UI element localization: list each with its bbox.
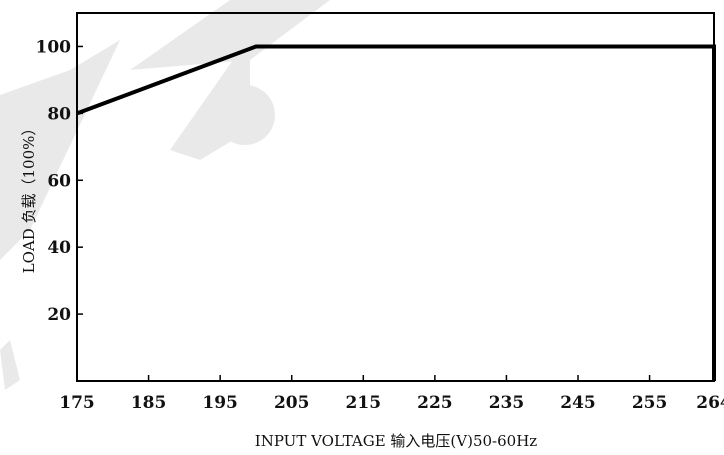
x-tick-label: 195 [202,393,238,413]
x-tick-label: 264 [696,393,724,413]
x-tick-label: 185 [131,393,167,413]
x-axis-title: INPUT VOLTAGE 输入电压(V)50-60Hz [255,432,537,450]
x-tick-label: 205 [274,393,310,413]
y-tick-label: 60 [47,171,71,191]
x-tick-label: 225 [417,393,453,413]
x-tick-label: 175 [59,393,95,413]
load-derating-line [76,44,716,381]
plot-frame [76,12,715,382]
watermark-logo [0,0,330,390]
y-axis: 20 40 60 80 100 [36,37,83,325]
x-tick-label: 235 [489,393,525,413]
y-tick-label: 20 [47,305,71,325]
y-tick-label: 40 [47,238,71,258]
x-tick-label: 245 [560,393,596,413]
y-axis-title: LOAD 负载（100%） [20,121,38,274]
series-group [76,44,716,381]
x-axis: 175 185 195 205 215 225 235 245 255 264 [59,375,724,413]
x-tick-label: 255 [632,393,668,413]
x-tick-label: 215 [346,393,382,413]
y-tick-label: 100 [36,37,72,57]
y-tick-label: 80 [47,104,71,124]
